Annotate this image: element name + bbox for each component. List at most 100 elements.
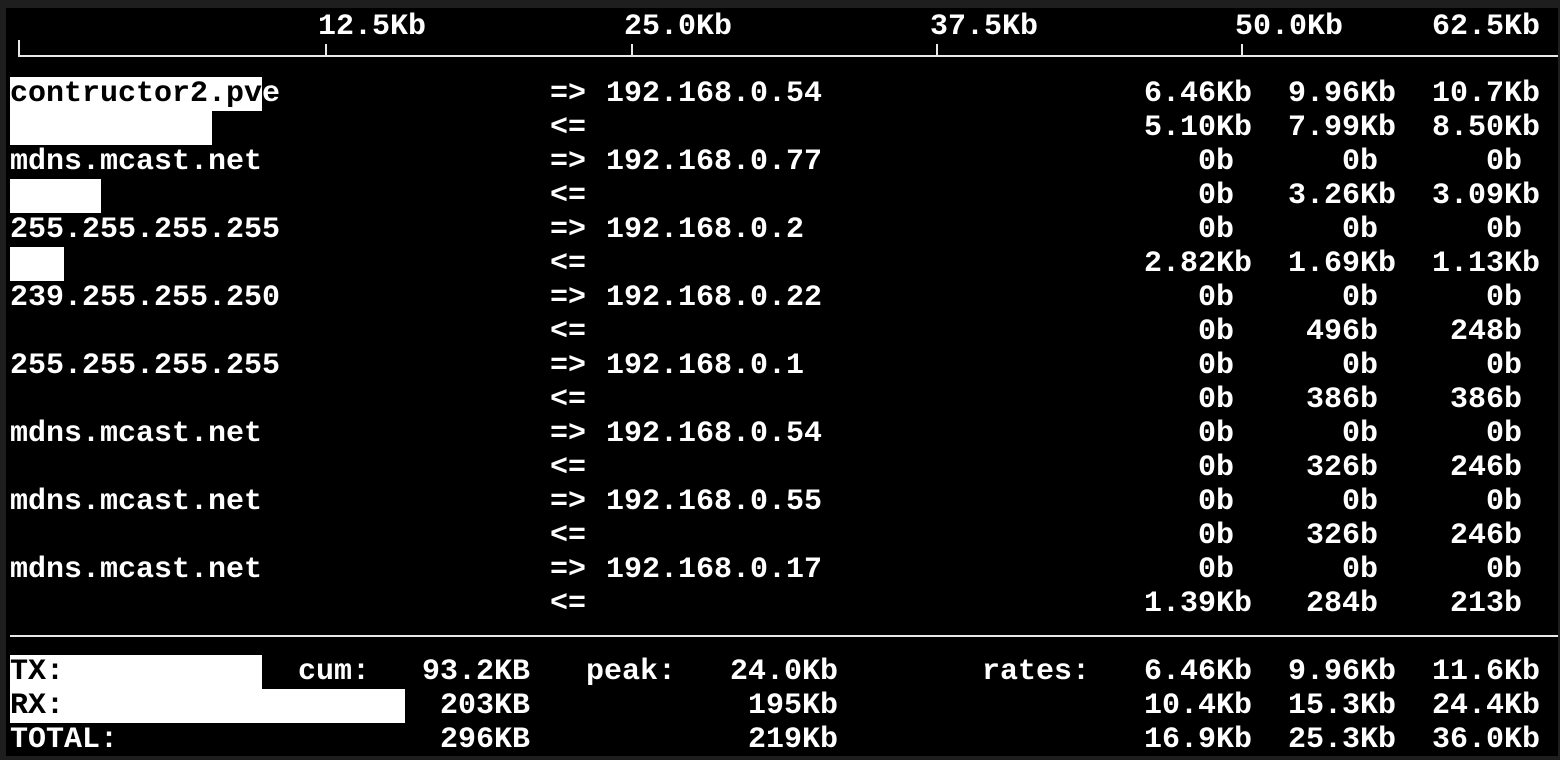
rate-value: 10.7Kb <box>1431 77 1540 111</box>
direction-in-arrow: <= <box>550 383 587 417</box>
rates-label: rates: <box>982 655 1091 689</box>
rate-value: 5.10Kb <box>1143 111 1252 145</box>
terminal-window <box>6 8 1558 756</box>
totals-label: TOTAL: <box>10 723 119 757</box>
host-name: 239.255.255.250 <box>10 281 281 315</box>
rate-value: 7.99Kb <box>1287 111 1396 145</box>
scale-tick <box>1241 44 1243 56</box>
rate-value: 3.26Kb <box>1287 179 1396 213</box>
cum-value: 203KB <box>439 689 530 723</box>
rate-value: 0b <box>1341 417 1378 451</box>
traffic-bar-in <box>10 111 212 145</box>
rate-value: 15.3Kb <box>1287 689 1396 723</box>
rate-value: 0b <box>1341 281 1378 315</box>
traffic-bar-out <box>10 77 262 111</box>
rate-value: 0b <box>1485 417 1522 451</box>
rate-value: 9.96Kb <box>1287 77 1396 111</box>
rate-value: 1.39Kb <box>1143 587 1252 621</box>
scale-label: 12.5Kb <box>318 10 427 44</box>
rate-value: 0b <box>1197 451 1234 485</box>
rate-value: 6.46Kb <box>1143 77 1252 111</box>
rate-value: 0b <box>1197 417 1234 451</box>
direction-in-arrow: <= <box>550 451 587 485</box>
scale-label: 62.5Kb <box>1432 10 1541 44</box>
rate-value: 2.82Kb <box>1143 247 1252 281</box>
rate-value: 0b <box>1197 383 1234 417</box>
rate-value: 0b <box>1197 485 1234 519</box>
peak-label: peak: <box>586 655 677 689</box>
rate-value: 0b <box>1197 553 1234 587</box>
rate-value: 0b <box>1485 213 1522 247</box>
cum-value: 93.2KB <box>421 655 530 689</box>
rate-value: 0b <box>1197 349 1234 383</box>
scale-tick <box>631 44 633 56</box>
rate-value: 0b <box>1485 145 1522 179</box>
rate-value: 0b <box>1485 281 1522 315</box>
rate-value: 386b <box>1449 383 1522 417</box>
rate-value: 0b <box>1197 213 1234 247</box>
host-name: mdns.mcast.net <box>10 145 263 179</box>
peer-address: 192.168.0.22 <box>606 281 823 315</box>
peer-address: 192.168.0.77 <box>606 145 823 179</box>
rate-value: 284b <box>1305 587 1378 621</box>
rate-value: 25.3Kb <box>1287 723 1396 757</box>
rate-value: 36.0Kb <box>1431 723 1540 757</box>
direction-out-arrow: => <box>550 349 587 383</box>
peak-value: 24.0Kb <box>729 655 838 689</box>
host-name: mdns.mcast.net <box>10 417 263 451</box>
rate-value: 0b <box>1197 179 1234 213</box>
rate-value: 248b <box>1449 315 1522 349</box>
peer-address: 192.168.0.55 <box>606 485 823 519</box>
host-name: 255.255.255.255 <box>10 213 281 247</box>
rate-value: 0b <box>1197 145 1234 179</box>
direction-out-arrow: => <box>550 485 587 519</box>
direction-out-arrow: => <box>550 77 587 111</box>
direction-out-arrow: => <box>550 417 587 451</box>
rate-value: 6.46Kb <box>1143 655 1252 689</box>
rate-value: 1.13Kb <box>1431 247 1540 281</box>
peak-value: 219Kb <box>747 723 838 757</box>
rate-value: 24.4Kb <box>1431 689 1540 723</box>
cum-value: 296KB <box>439 723 530 757</box>
scale-tick <box>18 40 20 56</box>
rate-value: 0b <box>1197 281 1234 315</box>
rate-value: 1.69Kb <box>1287 247 1396 281</box>
rate-value: 326b <box>1305 519 1378 553</box>
peak-value: 195Kb <box>747 689 838 723</box>
rate-value: 326b <box>1305 451 1378 485</box>
direction-in-arrow: <= <box>550 111 587 145</box>
rate-value: 0b <box>1485 349 1522 383</box>
rate-value: 0b <box>1485 553 1522 587</box>
rate-value: 213b <box>1449 587 1522 621</box>
peer-address: 192.168.0.54 <box>606 77 823 111</box>
scale-label: 50.0Kb <box>1235 10 1344 44</box>
traffic-bar-in <box>10 247 64 281</box>
rate-value: 8.50Kb <box>1431 111 1540 145</box>
host-name: 255.255.255.255 <box>10 349 281 383</box>
peer-address: 192.168.0.2 <box>606 213 805 247</box>
rate-value: 0b <box>1341 349 1378 383</box>
rate-value: 3.09Kb <box>1431 179 1540 213</box>
direction-in-arrow: <= <box>550 587 587 621</box>
direction-in-arrow: <= <box>550 179 587 213</box>
scale-label: 37.5Kb <box>930 10 1039 44</box>
peer-address: 192.168.0.17 <box>606 553 823 587</box>
totals-bar <box>10 689 405 723</box>
direction-out-arrow: => <box>550 553 587 587</box>
direction-out-arrow: => <box>550 213 587 247</box>
rate-value: 386b <box>1305 383 1378 417</box>
cum-label: cum: <box>298 655 371 689</box>
direction-in-arrow: <= <box>550 315 587 349</box>
direction-in-arrow: <= <box>550 247 587 281</box>
host-name: mdns.mcast.net <box>10 485 263 519</box>
direction-in-arrow: <= <box>550 519 587 553</box>
rate-value: 9.96Kb <box>1287 655 1396 689</box>
traffic-bar-in <box>10 179 101 213</box>
scale-tick <box>936 44 938 56</box>
peer-address: 192.168.0.1 <box>606 349 805 383</box>
rate-value: 0b <box>1341 145 1378 179</box>
rate-value: 0b <box>1197 315 1234 349</box>
rate-value: 246b <box>1449 451 1522 485</box>
rate-value: 0b <box>1341 553 1378 587</box>
host-name: mdns.mcast.net <box>10 553 263 587</box>
